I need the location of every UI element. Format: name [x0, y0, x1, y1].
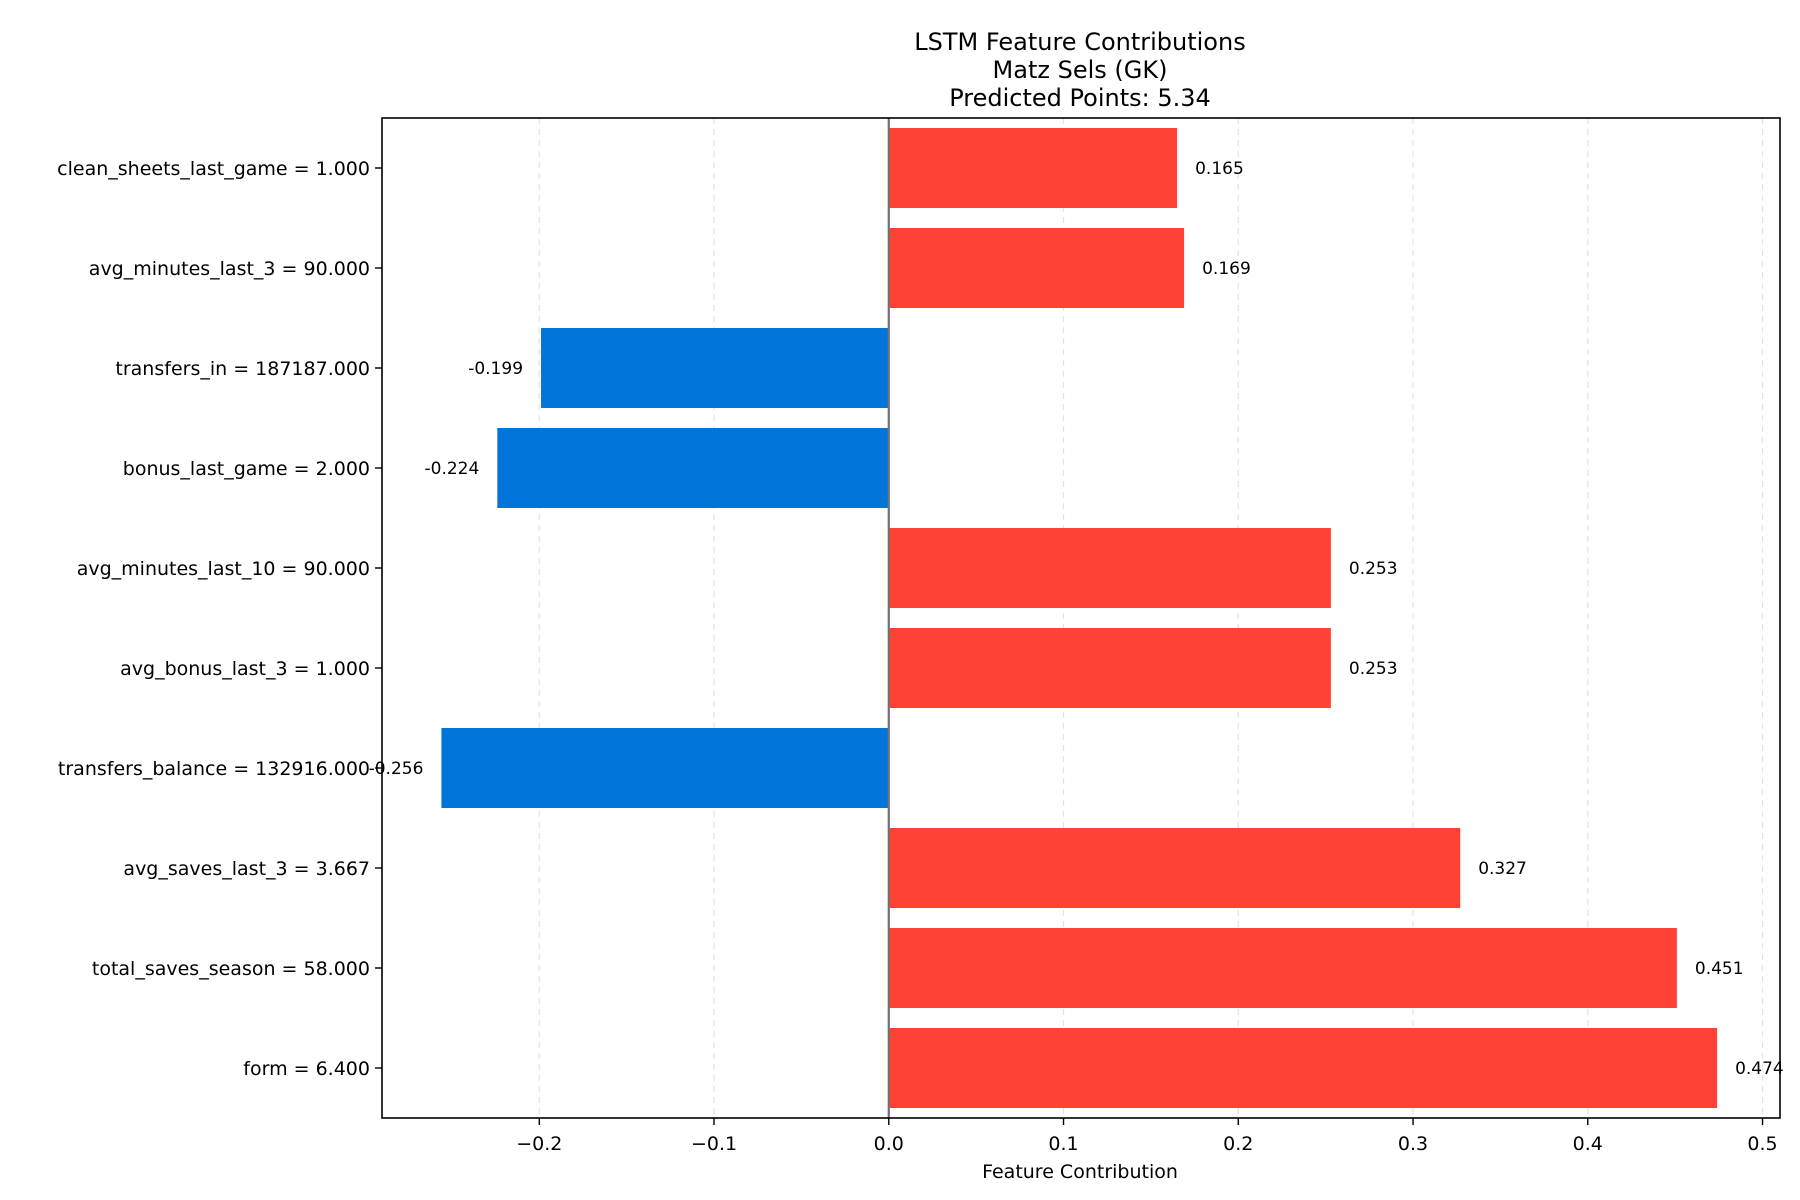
x-tick-label-0: −0.2 [516, 1133, 562, 1155]
value-label-0: 0.165 [1195, 159, 1244, 179]
chart-subtitle-predicted-points: Predicted Points: 5.34 [949, 84, 1211, 112]
x-tick-labels: −0.2 −0.1 0.0 0.1 0.2 0.3 0.4 0.5 [516, 1118, 1778, 1155]
x-tick-label-4: 0.2 [1223, 1133, 1253, 1155]
value-label-8: 0.451 [1695, 959, 1744, 979]
chart-subtitle-player: Matz Sels (GK) [993, 56, 1168, 84]
bar-0 [888, 128, 1178, 208]
value-label-4: 0.253 [1349, 559, 1398, 579]
x-tick-label-6: 0.4 [1573, 1133, 1603, 1155]
bar-8 [888, 928, 1677, 1008]
x-axis-label: Feature Contribution [982, 1161, 1178, 1183]
value-label-5: 0.253 [1349, 659, 1398, 679]
bar-5 [888, 628, 1331, 708]
chart-title: LSTM Feature Contributions [914, 28, 1245, 56]
y-tick-label-0: clean_sheets_last_game = 1.000 [57, 158, 370, 180]
bar-6 [441, 728, 889, 808]
value-labels: 0.165 0.169 -0.199 -0.224 0.253 0.253 -0.256 0.… [369, 159, 1784, 1079]
bar-1 [888, 228, 1185, 308]
y-tick-label-9: form = 6.400 [243, 1058, 370, 1080]
x-tick-label-5: 0.3 [1398, 1133, 1428, 1155]
bar-4 [888, 528, 1331, 608]
value-label-7: 0.327 [1478, 859, 1527, 879]
y-tick-label-3: bonus_last_game = 2.000 [123, 458, 370, 480]
y-tick-label-4: avg_minutes_last_10 = 90.000 [77, 558, 370, 580]
y-tick-label-1: avg_minutes_last_3 = 90.000 [89, 258, 370, 280]
y-tick-label-7: avg_saves_last_3 = 3.667 [123, 858, 370, 880]
y-tick-label-5: avg_bonus_last_3 = 1.000 [120, 658, 370, 680]
bar-9 [888, 1028, 1718, 1108]
bars [441, 128, 1718, 1108]
bar-3 [497, 428, 889, 508]
y-tick-label-8: total_saves_season = 58.000 [92, 958, 370, 980]
x-tick-label-3: 0.1 [1048, 1133, 1078, 1155]
value-label-9: 0.474 [1735, 1059, 1784, 1079]
bar-7 [888, 828, 1461, 908]
value-label-3: -0.224 [425, 459, 480, 479]
plot-frame [381, 117, 1781, 1119]
y-tick-labels: clean_sheets_last_game = 1.000 avg_minute… [57, 158, 382, 1080]
x-tick-label-1: −0.1 [691, 1133, 737, 1155]
bar-2 [541, 328, 889, 408]
x-tick-label-7: 0.5 [1747, 1133, 1777, 1155]
x-tick-label-2: 0.0 [874, 1133, 904, 1155]
y-tick-label-2: transfers_in = 187187.000 [115, 358, 370, 380]
y-tick-label-6: transfers_balance = 132916.000 [58, 758, 370, 780]
value-label-1: 0.169 [1202, 259, 1251, 279]
value-label-6: -0.256 [369, 759, 424, 779]
value-label-2: -0.199 [468, 359, 523, 379]
